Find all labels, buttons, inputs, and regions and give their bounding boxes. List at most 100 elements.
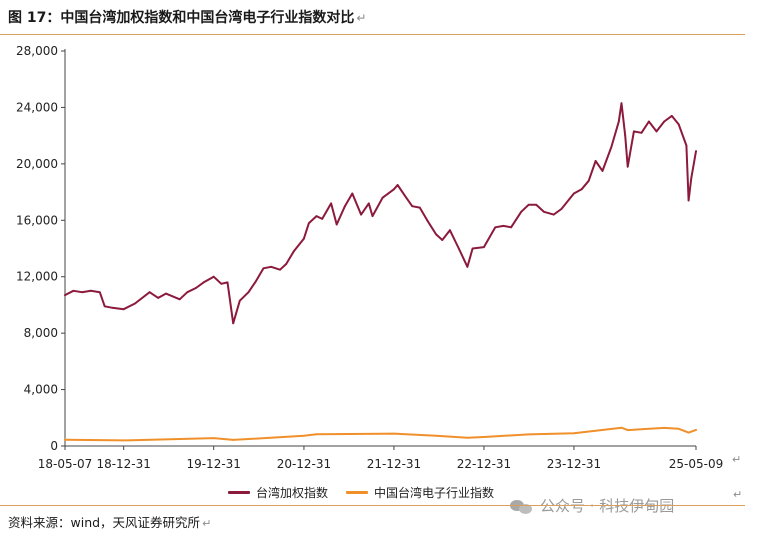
- data-point-series-1: [573, 192, 575, 195]
- data-point-series-1: [285, 263, 288, 265]
- data-point-series-2: [573, 432, 575, 435]
- x-tick-label: 18-12-31: [96, 457, 150, 471]
- data-point-series-2: [303, 434, 305, 437]
- data-point-series-1: [510, 226, 512, 229]
- data-point-series-1: [262, 267, 265, 270]
- y-tick-label: 16,000: [16, 213, 58, 227]
- data-point-series-1: [520, 210, 523, 213]
- legend-swatch-series-1: [228, 491, 250, 494]
- data-point-series-1: [685, 144, 688, 147]
- data-point-series-2: [315, 433, 318, 436]
- data-point-series-1: [212, 275, 215, 278]
- data-point-series-1: [64, 294, 66, 296]
- data-point-series-1: [663, 120, 666, 123]
- paragraph-mark-icon: ↵: [733, 488, 743, 501]
- series-line-2: [64, 426, 697, 442]
- paragraph-mark-icon: ↵: [732, 453, 742, 466]
- data-point-series-1: [466, 265, 469, 268]
- data-point-series-1: [552, 213, 555, 216]
- source-divider: [0, 505, 745, 506]
- chart-title: 图 17：中国台湾加权指数和中国台湾电子行业指数对比 ↵: [8, 7, 366, 27]
- data-point-series-2: [695, 429, 697, 431]
- data-point-series-1: [587, 179, 590, 182]
- legend-swatch-series-2: [346, 491, 369, 494]
- data-point-series-2: [232, 439, 235, 441]
- legend-item-series-1: 台湾加权指数: [228, 484, 328, 501]
- data-point-series-1: [321, 218, 324, 220]
- data-point-series-1: [202, 281, 205, 284]
- data-point-series-1: [186, 291, 189, 294]
- data-point-series-1: [226, 281, 229, 284]
- x-tick-label: 21-12-31: [367, 457, 421, 471]
- data-point-series-1: [371, 215, 374, 218]
- legend-label-series-1: 台湾加权指数: [256, 486, 329, 500]
- data-point-series-1: [527, 203, 530, 206]
- data-point-series-1: [457, 247, 460, 250]
- data-point-series-1: [435, 233, 437, 236]
- data-point-series-1: [690, 177, 693, 179]
- x-tick-label: 22-12-31: [457, 457, 511, 471]
- data-point-series-1: [535, 203, 538, 206]
- data-point-series-1: [624, 134, 627, 137]
- x-tick-label: 18-05-07: [38, 457, 92, 471]
- data-point-series-2: [483, 436, 485, 438]
- legend-label-series-2: 中国台湾电子行业指数: [374, 486, 495, 500]
- data-point-series-1: [111, 306, 114, 309]
- data-point-series-2: [466, 436, 469, 439]
- paragraph-mark-icon: ↵: [202, 517, 212, 530]
- data-point-series-1: [393, 188, 395, 191]
- data-point-series-1: [670, 115, 673, 117]
- data-point-series-1: [640, 131, 643, 134]
- data-point-series-1: [98, 291, 101, 294]
- legend-item-series-2: 中国台湾电子行业指数: [346, 484, 494, 501]
- data-point-series-1: [220, 282, 223, 285]
- data-point-series-2: [594, 429, 597, 432]
- data-point-series-1: [81, 291, 83, 294]
- data-point-series-1: [335, 223, 338, 226]
- data-point-series-1: [655, 130, 658, 133]
- x-tick-label: 25-05-09: [669, 457, 723, 471]
- data-point-series-1: [594, 160, 597, 162]
- data-point-series-1: [360, 213, 362, 216]
- watermark-text: 公众号 · 科技伊甸园: [540, 497, 675, 515]
- data-point-series-1: [648, 120, 650, 123]
- data-point-series-2: [527, 433, 530, 436]
- data-point-series-2: [663, 427, 666, 429]
- data-point-series-1: [411, 205, 414, 208]
- x-tick-label: 20-12-31: [277, 457, 331, 471]
- data-point-series-1: [195, 287, 197, 289]
- data-point-series-1: [687, 199, 690, 202]
- data-point-series-1: [90, 289, 92, 292]
- data-point-series-1: [677, 123, 680, 126]
- data-point-series-1: [626, 165, 629, 168]
- chart-title-text: 图 17：中国台湾加权指数和中国台湾电子行业指数对比: [8, 10, 355, 26]
- data-point-series-1: [255, 280, 257, 282]
- data-point-series-1: [483, 246, 485, 249]
- data-point-series-1: [157, 297, 160, 299]
- data-point-series-2: [620, 426, 623, 429]
- data-point-series-1: [344, 205, 346, 208]
- data-point-series-2: [122, 439, 125, 442]
- data-point-series-1: [303, 237, 305, 240]
- data-point-series-1: [381, 196, 384, 199]
- data-point-series-1: [580, 188, 583, 191]
- data-point-series-1: [103, 305, 106, 308]
- data-point-series-1: [620, 102, 623, 105]
- data-point-series-1: [610, 146, 613, 148]
- data-point-series-2: [677, 427, 680, 430]
- data-point-series-1: [122, 308, 125, 311]
- data-point-series-1: [148, 291, 151, 294]
- data-point-series-2: [212, 437, 215, 439]
- data-point-series-1: [560, 208, 563, 210]
- data-point-series-1: [330, 202, 332, 205]
- source-text: 资料来源：wind，天风证券研究所: [8, 515, 201, 530]
- y-tick-label: 12,000: [16, 270, 58, 284]
- data-point-series-1: [471, 247, 474, 250]
- data-point-series-2: [687, 431, 690, 434]
- data-point-series-1: [367, 202, 370, 205]
- data-point-series-2: [64, 438, 66, 441]
- y-tick-label: 20,000: [16, 157, 58, 171]
- y-tick-label: 4,000: [24, 383, 58, 397]
- data-point-series-1: [72, 289, 75, 292]
